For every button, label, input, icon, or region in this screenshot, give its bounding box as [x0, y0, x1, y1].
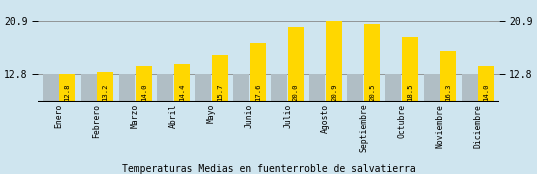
Bar — [195, 74, 211, 102]
Bar — [462, 74, 477, 102]
Bar — [440, 51, 456, 102]
Text: 12.8: 12.8 — [64, 83, 70, 101]
Text: 20.0: 20.0 — [293, 83, 299, 101]
Bar — [212, 55, 228, 102]
Text: 16.3: 16.3 — [445, 83, 451, 101]
Bar — [60, 74, 75, 102]
Text: 18.5: 18.5 — [407, 83, 413, 101]
Bar — [478, 66, 495, 102]
Text: Temperaturas Medias en fuenterroble de salvatierra: Temperaturas Medias en fuenterroble de s… — [121, 164, 416, 174]
Text: 14.4: 14.4 — [179, 83, 185, 101]
Bar — [42, 74, 59, 102]
Bar — [309, 74, 325, 102]
Bar — [288, 27, 304, 102]
Bar — [157, 74, 173, 102]
Bar — [326, 21, 342, 102]
Bar — [402, 37, 418, 102]
Text: 20.5: 20.5 — [369, 83, 375, 101]
Bar — [135, 66, 151, 102]
Bar — [347, 74, 364, 102]
Bar — [119, 74, 135, 102]
Text: 17.6: 17.6 — [255, 83, 261, 101]
Bar — [98, 72, 113, 102]
Bar — [173, 64, 190, 102]
Bar — [81, 74, 97, 102]
Bar — [386, 74, 402, 102]
Bar — [250, 43, 266, 102]
Bar — [271, 74, 287, 102]
Bar — [233, 74, 249, 102]
Text: 15.7: 15.7 — [217, 83, 223, 101]
Bar — [424, 74, 439, 102]
Text: 20.9: 20.9 — [331, 83, 337, 101]
Text: 13.2: 13.2 — [103, 83, 108, 101]
Text: 14.0: 14.0 — [483, 83, 489, 101]
Text: 14.0: 14.0 — [141, 83, 147, 101]
Bar — [364, 24, 380, 102]
